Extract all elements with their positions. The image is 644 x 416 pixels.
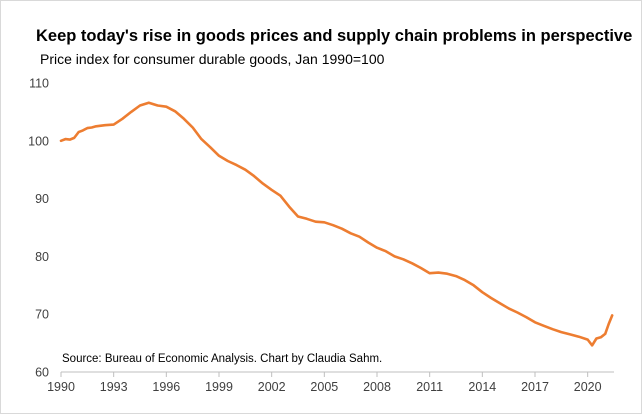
chart-title: Keep today's rise in goods prices and su… (36, 27, 633, 45)
x-axis: 1990 1993 1996 1999 2002 2005 2008 2011 2014 2017… (47, 371, 614, 394)
chart-subtitle: Price index for consumer durable goods, … (40, 51, 385, 67)
y-tick-label: 90 (35, 192, 49, 206)
y-tick-label: 110 (29, 77, 49, 91)
x-tick-label: 1990 (47, 380, 75, 394)
x-tick-label: 2011 (416, 380, 443, 394)
y-tick-label: 60 (35, 366, 49, 380)
x-tick-label: 2005 (310, 380, 338, 394)
source-note: Source: Bureau of Economic Analysis. Cha… (62, 353, 382, 365)
series-line (59, 101, 614, 347)
x-tick-label: 1993 (100, 380, 128, 394)
x-tick-label: 1999 (205, 380, 233, 394)
y-tick-label: 70 (35, 308, 49, 322)
y-axis: 60 70 80 90 100 110 (28, 77, 49, 380)
y-tick-label: 100 (28, 134, 49, 148)
x-tick-label: 2008 (363, 380, 391, 394)
x-tick-label: 2020 (574, 380, 602, 394)
x-tick-label: 2014 (468, 380, 496, 394)
x-tick-label: 2017 (521, 380, 549, 394)
x-tick-label: 1996 (152, 380, 180, 394)
x-tick-label: 2002 (258, 380, 286, 394)
y-tick-label: 80 (35, 250, 49, 264)
